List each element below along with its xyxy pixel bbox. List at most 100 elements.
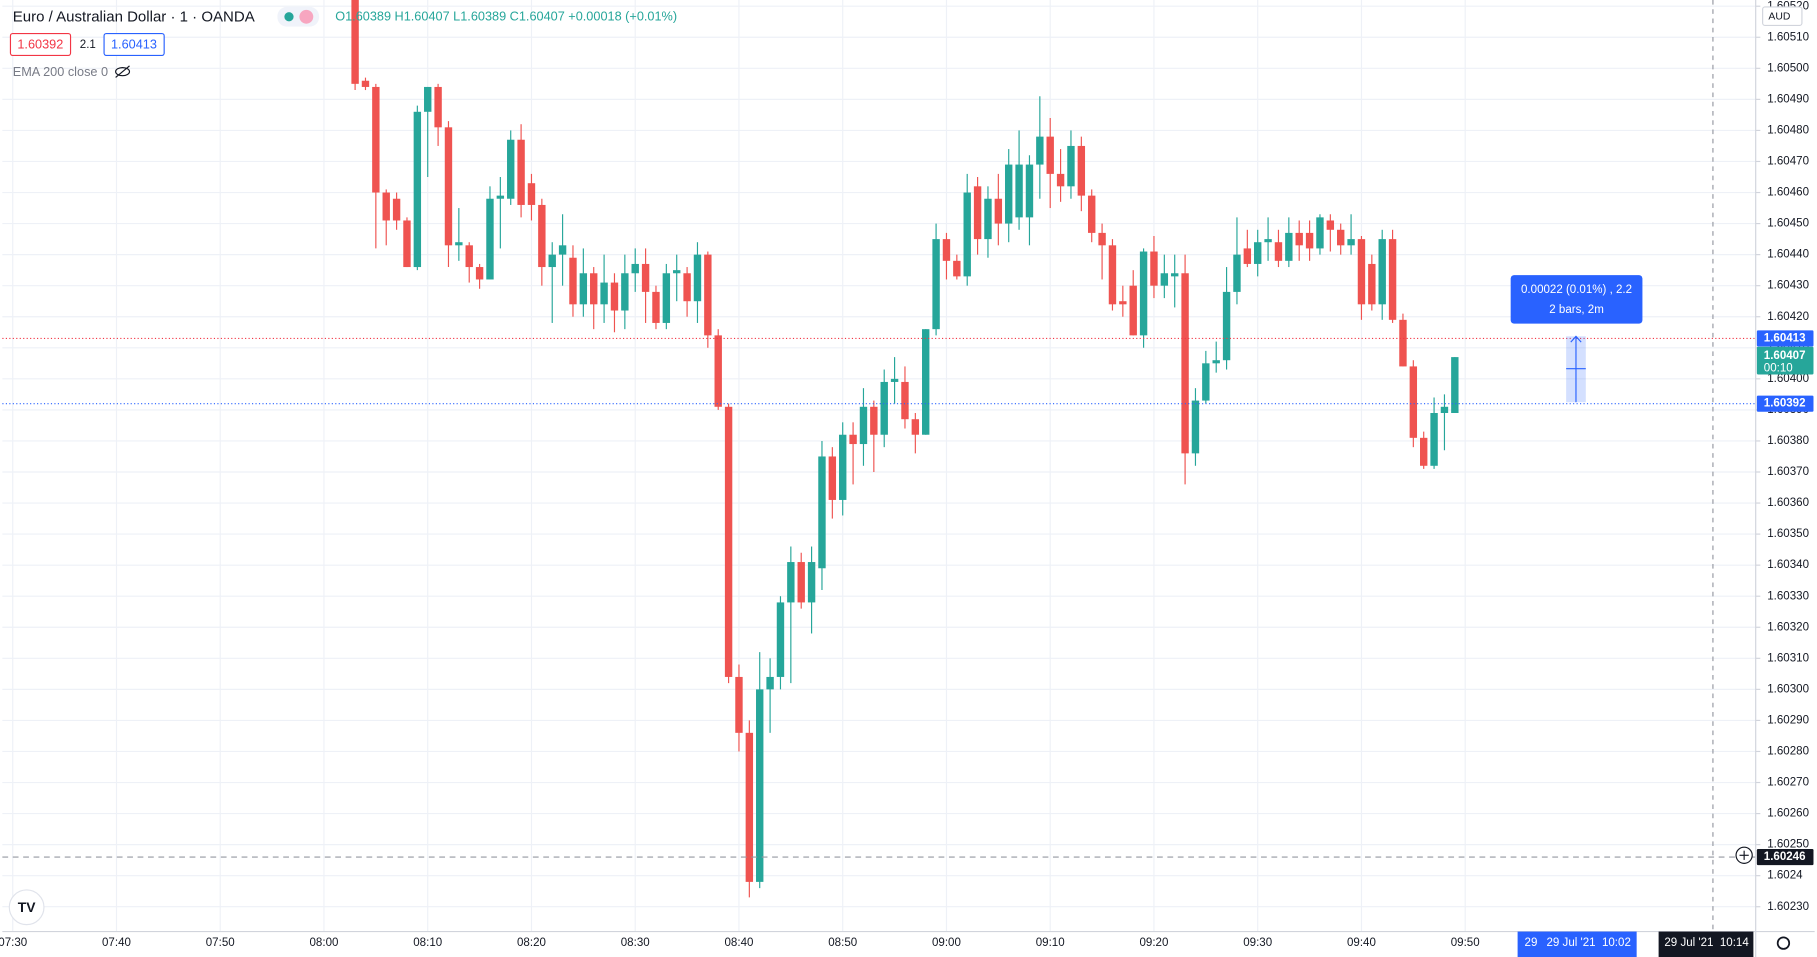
candle-body [475, 267, 484, 280]
candle-body [631, 263, 639, 274]
candle-body [455, 242, 463, 246]
y-tick-label: 1.60340 [1767, 559, 1809, 571]
candle-body [1191, 400, 1200, 454]
y-tick-label: 1.60300 [1767, 683, 1809, 695]
x-tick-label: 07:30 [0, 937, 27, 949]
candle-body [1285, 232, 1293, 261]
x-tick-label: 08:30 [621, 937, 650, 949]
status-dot [284, 12, 294, 22]
eye-icon[interactable] [115, 65, 131, 78]
y-tick-label: 1.60510 [1767, 31, 1809, 43]
candle-body [1305, 232, 1314, 249]
candle-body [849, 434, 857, 445]
countdown: 00:10 [1764, 363, 1793, 375]
x-tick-label: 07:50 [206, 937, 235, 949]
candle-body [1264, 239, 1272, 243]
candle-body [1056, 173, 1065, 187]
bid-price: 1.60392 [17, 36, 63, 51]
x-tick-label: 08:40 [725, 937, 754, 949]
candle-body [714, 335, 722, 407]
candle-body [558, 245, 567, 255]
sell-box[interactable] [9, 32, 72, 57]
candle-body [797, 562, 805, 603]
candle-body [870, 406, 878, 435]
y-tick-label: 1.60430 [1767, 280, 1809, 292]
price-label-box [1756, 346, 1814, 375]
y-tick-label: 1.60450 [1767, 218, 1809, 230]
candle-body [1036, 136, 1044, 165]
candle-body [1440, 406, 1449, 413]
buy-box[interactable] [103, 32, 165, 57]
y-tick-label: 1.60520 [1767, 0, 1809, 12]
y-tick-label: 1.60490 [1767, 93, 1809, 105]
measure-text: 0.00022 (0.01%) , 2.2 [1521, 284, 1632, 296]
currency-button[interactable] [1762, 6, 1803, 27]
tradingview-logo[interactable]: TV [8, 889, 45, 926]
candle-body [1357, 239, 1366, 305]
candle-body [590, 273, 598, 305]
candle-body [652, 291, 660, 323]
candle-body [621, 273, 629, 311]
candle-body [538, 204, 546, 268]
y-tick-label: 1.60330 [1767, 590, 1809, 602]
candle-body [600, 282, 608, 305]
settings-gear[interactable] [1776, 936, 1791, 950]
price-label-box [1756, 395, 1814, 412]
y-tick-label: 1.60290 [1767, 714, 1809, 726]
y-tick-label: 1.60440 [1767, 249, 1809, 261]
candle-body [662, 273, 671, 323]
crosshair-plus[interactable] [1735, 846, 1753, 864]
candle-body [372, 86, 380, 193]
candle-body [1295, 232, 1303, 246]
candle-body [1451, 357, 1459, 413]
candle-body [1139, 251, 1148, 336]
candle-body [1254, 242, 1262, 264]
candle-body [392, 198, 401, 221]
candle-body [1160, 273, 1169, 286]
candle-body [1181, 273, 1189, 454]
candle-body [1171, 273, 1179, 277]
candle-body [351, 0, 359, 84]
price-label: 1.60246 [1764, 851, 1806, 863]
candle-body [527, 183, 536, 205]
measure-text: 2 bars, 2m [1549, 304, 1604, 316]
candle-body [973, 186, 982, 240]
candle-body [839, 434, 847, 500]
candle-body [424, 86, 432, 112]
x-tick-label: 09:50 [1451, 937, 1480, 949]
y-tick-label: 1.60320 [1767, 621, 1809, 633]
x-tick-label: 09:20 [1140, 937, 1169, 949]
y-tick-label: 1.60270 [1767, 777, 1809, 789]
candle-body [1274, 242, 1283, 261]
candle-body [745, 732, 754, 882]
price-label: 1.60413 [1764, 333, 1806, 345]
candle-body [683, 273, 691, 302]
candle-body [1077, 145, 1086, 196]
candle-body [766, 676, 774, 690]
y-tick-label: 1.60460 [1767, 187, 1809, 199]
candle-body [1150, 251, 1158, 286]
y-tick-label: 1.60380 [1767, 435, 1809, 447]
time-range-label: 29 Jul '21 [1546, 937, 1595, 949]
candle-body [818, 456, 826, 569]
candle-body [1025, 164, 1034, 218]
candle-body [1430, 412, 1438, 466]
candle-body [507, 139, 515, 199]
crosshair-time-box [1658, 931, 1754, 957]
y-tick-label: 1.60420 [1767, 311, 1809, 323]
time-range-label: 29 [1525, 937, 1538, 949]
currency: AUD [1768, 12, 1790, 23]
y-tick-label: 1.6024 [1767, 870, 1803, 882]
y-tick-label: 1.60280 [1767, 746, 1809, 758]
time-range-highlight [1517, 931, 1637, 957]
x-tick-label: 08:50 [828, 937, 857, 949]
candle-body [1378, 239, 1386, 305]
x-tick-label: 07:40 [102, 937, 131, 949]
crosshair-time: 29 Jul '21 10:14 [1664, 937, 1749, 949]
candle-body [496, 195, 505, 199]
candle-body [890, 378, 899, 382]
y-tick-label: 1.60230 [1767, 901, 1809, 913]
status-icon [299, 9, 314, 24]
measure-arrow [1570, 335, 1582, 343]
candle-body [548, 254, 556, 268]
